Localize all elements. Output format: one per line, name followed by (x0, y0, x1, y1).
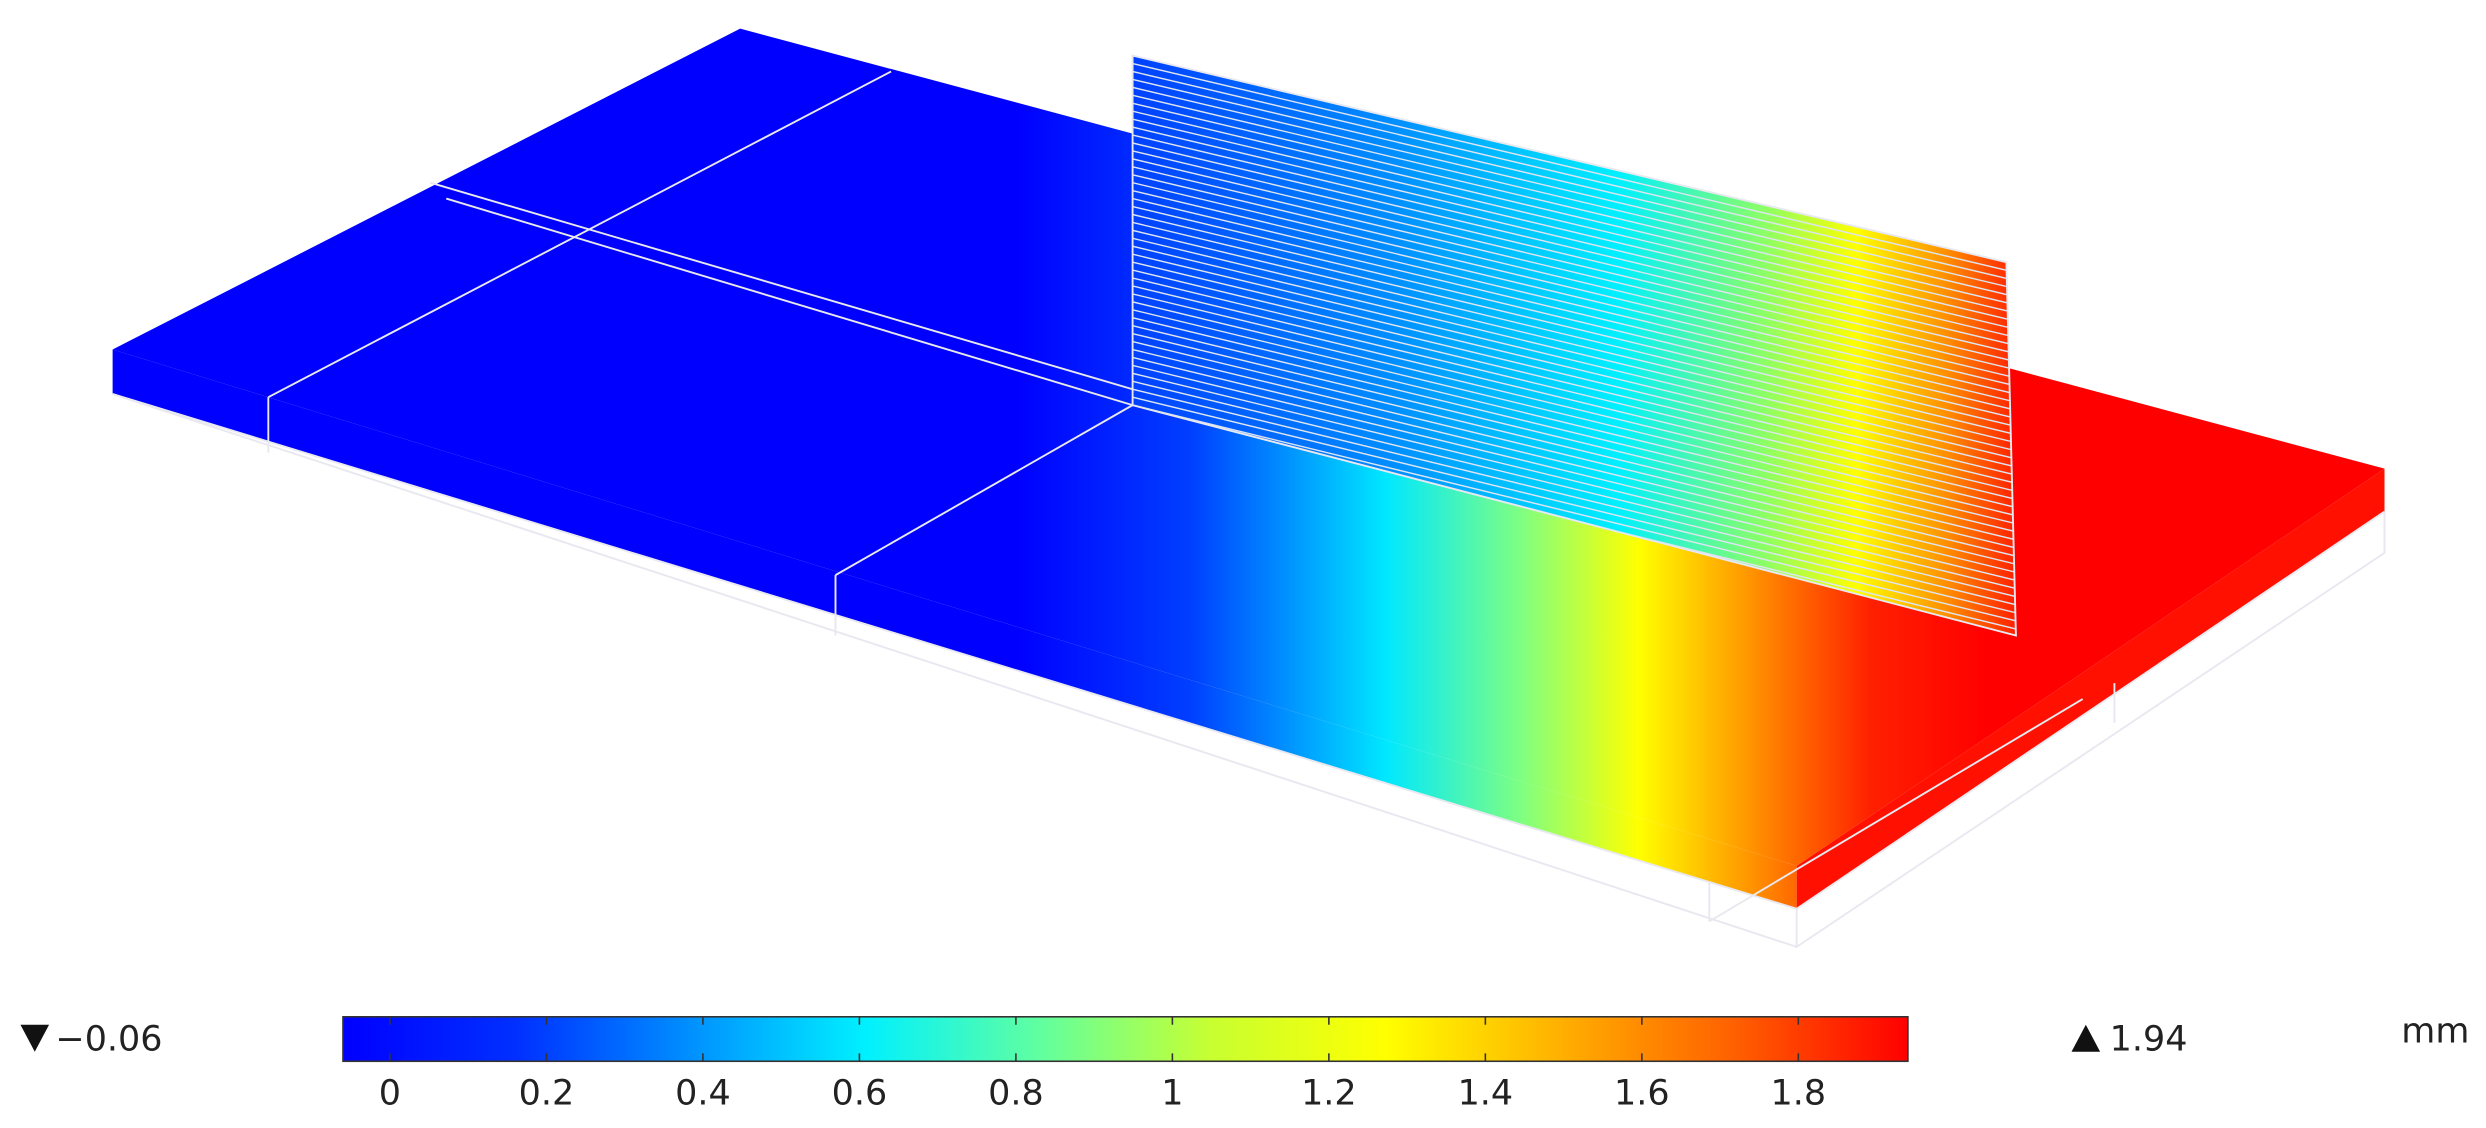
x-tick-label: 1.8 (1771, 1074, 1827, 1114)
fin-line (1132, 197, 2016, 412)
x-tick-label: 0.2 (519, 1074, 575, 1114)
fin-line (1132, 134, 2016, 347)
fin-line (1132, 94, 2016, 307)
x-tick-label: 1.4 (1458, 1074, 1514, 1114)
plate-front (112, 349, 1797, 909)
fin-line (1132, 126, 2016, 339)
plate-top (112, 28, 2385, 866)
fin-line (1132, 388, 2016, 607)
fin-line (1132, 142, 2016, 355)
fin-line (1132, 269, 2016, 485)
fin-line (1132, 364, 2016, 582)
fin-lines (1132, 62, 2016, 636)
unit-label: mm (2401, 1012, 2469, 1052)
fin-line (1132, 245, 2016, 461)
fin-line (1132, 396, 2016, 615)
colorbar (342, 1015, 1909, 1063)
fin-line (1132, 253, 2016, 469)
fin-line (1132, 229, 2016, 445)
fin-line (1132, 62, 2016, 274)
wire (835, 404, 1134, 576)
fin-line (1132, 86, 2016, 299)
fin-line (1132, 158, 2016, 372)
wire (1795, 511, 2386, 949)
min-marker (20, 1024, 50, 1052)
fin-line (1132, 205, 2016, 420)
fin-line (1132, 301, 2016, 518)
fin-line (1132, 380, 2016, 599)
wire (267, 70, 892, 399)
x-tick-label: 0.6 (832, 1074, 888, 1114)
fin-line (1132, 189, 2016, 404)
fin-line (1132, 237, 2016, 453)
fin-line (1132, 404, 2016, 623)
fin-line (1132, 221, 2016, 437)
fin-line (1132, 340, 2016, 558)
max-label: 1.94 (2110, 1020, 2188, 1060)
wire (430, 181, 1133, 391)
fin-line (1132, 277, 2016, 493)
fin-line (1132, 110, 2016, 323)
fin (1132, 55, 2016, 636)
fin-line (1132, 356, 2016, 574)
x-tick-label: 0.4 (675, 1074, 731, 1114)
x-tick-label: 1.2 (1301, 1074, 1357, 1114)
geometry (112, 28, 2386, 949)
x-tick-label: 0 (379, 1074, 401, 1114)
fin-line (1132, 372, 2016, 590)
fin-line (1132, 166, 2016, 380)
fin-line (1132, 317, 2016, 534)
x-tick-label: 0.8 (988, 1074, 1044, 1114)
plate-side (1796, 468, 2385, 909)
fin-line (1132, 348, 2016, 566)
min-label: −0.06 (55, 1020, 162, 1060)
wire (112, 393, 1797, 948)
fin-line (1132, 293, 2016, 509)
fin-line (1132, 174, 2016, 388)
x-tick-label: 1 (1161, 1074, 1183, 1114)
wire (1708, 698, 2084, 923)
colorbar-group: −0.06 1.94 mm (20, 1012, 2469, 1063)
fin-line (1132, 324, 2016, 542)
fin-line (1132, 285, 2016, 501)
fin-line (1132, 261, 2016, 477)
fin-line (1132, 118, 2016, 331)
max-marker (2071, 1024, 2101, 1052)
fin-line (1132, 309, 2016, 526)
wire (445, 197, 1133, 407)
fin-outline (1131, 54, 2017, 637)
fin-line (1132, 332, 2016, 550)
fin-line (1132, 182, 2016, 396)
fin-line (1132, 102, 2016, 315)
fin-line (1132, 78, 2016, 291)
fin-line (1132, 70, 2016, 283)
x-tick-label: 1.6 (1614, 1074, 1670, 1114)
fin-line (1132, 150, 2016, 364)
fin-line (1132, 213, 2016, 428)
